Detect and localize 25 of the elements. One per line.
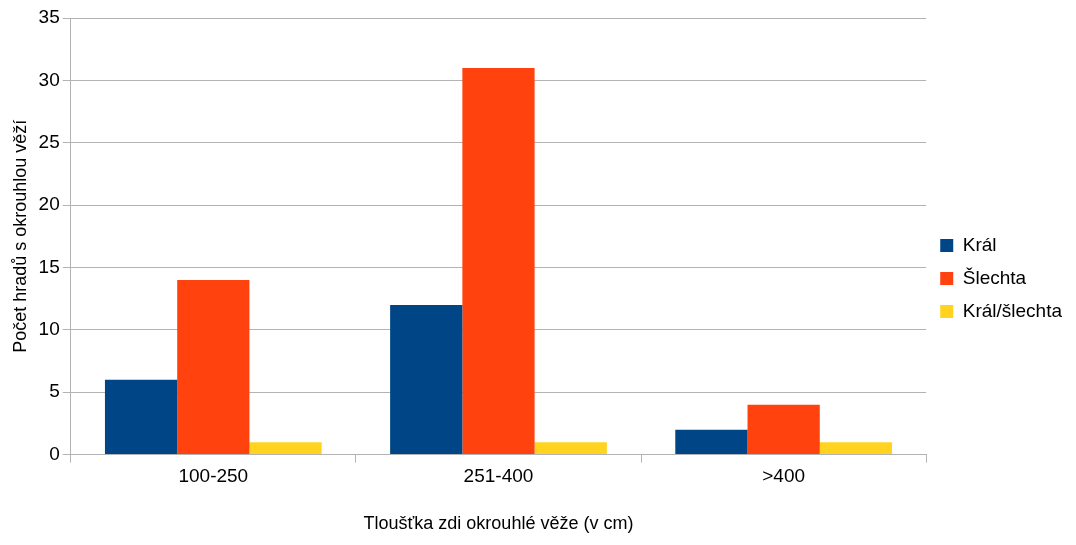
y-tick-label: 10 <box>38 318 60 340</box>
bar <box>390 304 463 455</box>
x-tick-label: >400 <box>762 465 806 487</box>
bar <box>534 442 607 455</box>
bar <box>819 442 893 455</box>
y-tick-label: 5 <box>49 380 60 402</box>
x-tick-label: 251-400 <box>463 465 534 487</box>
bar <box>675 429 748 455</box>
y-tick-label: 30 <box>38 68 60 90</box>
y-axis-title: Počet hradů s okrouhlou věží <box>9 119 30 353</box>
bar <box>462 67 535 455</box>
x-tick-label: 100-250 <box>178 465 249 487</box>
y-tick-label: 25 <box>38 130 60 152</box>
legend-label: Král <box>962 233 997 255</box>
bar <box>747 404 820 455</box>
y-tick-label: 0 <box>49 442 60 464</box>
y-tick-label: 15 <box>38 255 60 277</box>
legend-label: Král/šlechta <box>962 299 1063 321</box>
x-axis-title: Tloušťka zdi okrouhlé věže (v cm) <box>363 513 634 534</box>
y-tick-label: 20 <box>38 193 60 215</box>
legend-label: Šlechta <box>962 266 1027 288</box>
bar <box>104 379 178 455</box>
bar <box>177 279 250 455</box>
y-tick-label: 35 <box>38 6 60 28</box>
bar <box>249 442 322 455</box>
